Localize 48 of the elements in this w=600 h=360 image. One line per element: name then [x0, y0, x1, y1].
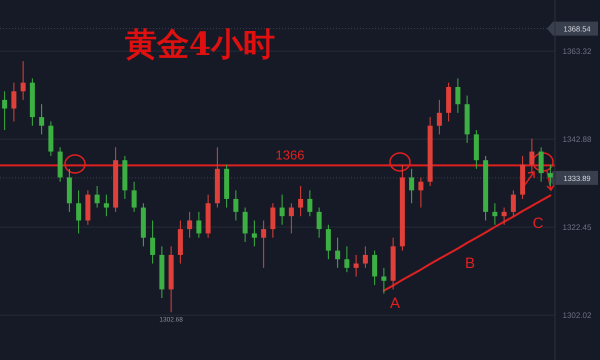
candlestick: [187, 211, 192, 238]
candlestick: [104, 194, 109, 217]
y-tick-label: 1342.88: [562, 135, 592, 144]
candlestick: [196, 211, 202, 238]
candlestick: [233, 190, 238, 221]
candlestick: [354, 254, 359, 277]
candlestick: [529, 138, 534, 174]
annotation: B: [464, 255, 476, 272]
candlestick: [510, 190, 516, 217]
candlestick: [335, 237, 340, 268]
candlestick: [492, 202, 498, 226]
candlestick: [252, 220, 257, 247]
candlestick: [298, 186, 304, 217]
candlestick: [502, 207, 507, 226]
candlestick: [538, 146, 544, 182]
candlestick: [11, 82, 16, 122]
candlestick: [2, 90, 8, 131]
candlestick: [409, 168, 414, 204]
candlestick: [242, 207, 248, 243]
candlestick: [76, 190, 82, 234]
candlestick: [316, 207, 322, 238]
candlestick: [381, 267, 386, 294]
candlestick: [288, 202, 294, 234]
candlestick: [418, 176, 424, 208]
candlestick: [261, 220, 266, 268]
candlestick: [39, 104, 44, 135]
text: 黄金4小时: [124, 25, 276, 63]
annotation: A: [390, 295, 400, 312]
candlestick: [362, 246, 368, 268]
candlestick: [20, 60, 26, 100]
candlestick: [548, 164, 553, 187]
candlestick: [94, 186, 100, 208]
candlestick: [372, 250, 378, 286]
candlestick: [280, 194, 285, 226]
y-tick-label: 1322.45: [562, 223, 592, 232]
candlestick: [455, 78, 460, 114]
candlestick: [307, 190, 312, 217]
candlestick: [326, 224, 331, 260]
y-tick-label: 1302.02: [562, 311, 592, 320]
line-series: [382, 194, 552, 292]
y-tick-label: 1363.32: [562, 47, 592, 56]
candlestick: [344, 246, 350, 273]
candlestick: [270, 202, 276, 238]
candlestick: [150, 220, 156, 264]
annotation: C: [532, 215, 544, 232]
annotation: 1366: [276, 147, 304, 162]
candlestick: [132, 181, 137, 212]
candlestick: [436, 99, 442, 135]
